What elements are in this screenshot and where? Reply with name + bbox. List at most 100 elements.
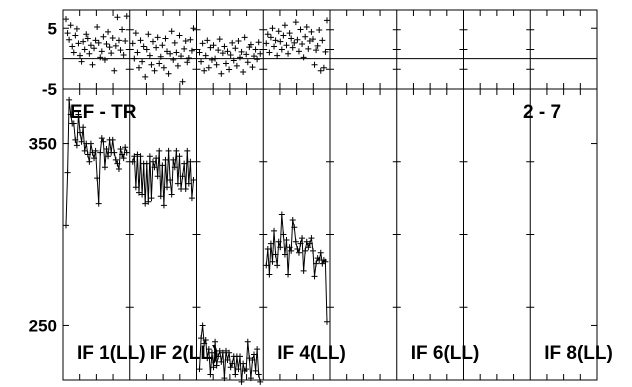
top-plot-point — [202, 52, 209, 59]
top-plot-point — [222, 60, 229, 67]
top-plot-point — [184, 59, 191, 66]
top-plot-point — [232, 45, 239, 52]
top-plot-point — [103, 41, 110, 48]
bottom-plot-point — [275, 238, 282, 245]
bottom-plot-point — [162, 156, 169, 163]
top-plot-point — [106, 44, 113, 51]
bottom-plot-point — [139, 191, 146, 198]
top-plot-point — [313, 47, 320, 54]
bottom-plot-point — [267, 240, 274, 247]
bottom-plot-point — [70, 120, 77, 127]
bottom-plot-point — [212, 338, 219, 345]
top-plot-point — [224, 48, 231, 55]
top-plot-point — [255, 39, 262, 46]
top-plot-point — [305, 45, 312, 52]
top-plot-point — [219, 50, 226, 57]
bottom-plot-point — [285, 271, 292, 278]
top-plot-point — [159, 42, 166, 49]
bottom-plot-point — [278, 211, 285, 218]
bottom-plot-point — [294, 246, 301, 253]
top-plot-point — [271, 43, 278, 50]
bottom-plot-point — [154, 173, 161, 180]
top-plot-point — [145, 31, 152, 38]
bottom-plot-point — [182, 186, 189, 193]
top-plot-point — [73, 25, 80, 32]
top-plot-point — [238, 48, 245, 55]
bottom-plot-point — [103, 146, 110, 153]
top-plot-point — [309, 36, 316, 43]
bottom-plot-point — [208, 349, 215, 356]
bottom-plot-point — [319, 260, 326, 267]
bottom-plot-point — [281, 251, 288, 258]
bottom-plot-point — [119, 151, 126, 158]
bottom-plot-point — [184, 147, 191, 154]
bottom-plot-point — [322, 258, 329, 265]
top-plot-point — [153, 44, 160, 51]
bottom-plot-series-line — [65, 99, 128, 226]
top-plot-point — [84, 35, 91, 42]
bottom-plot-point — [238, 378, 245, 385]
bottom-plot-point — [235, 366, 242, 373]
bottom-plot-point — [91, 155, 98, 162]
bottom-plot-point — [156, 147, 163, 154]
bottom-plot-point — [311, 273, 318, 280]
top-plot-point — [317, 67, 324, 74]
bottom-plot-point — [176, 153, 183, 160]
bottom-plot-point — [146, 153, 153, 160]
bottom-plot-point — [240, 360, 247, 367]
top-plot-point — [227, 51, 234, 58]
top-plot-point — [308, 28, 315, 35]
bottom-plot-point — [286, 244, 293, 251]
bottom-plot-point — [167, 176, 174, 183]
bottom-plot-point — [264, 246, 271, 253]
bottom-plot-point — [63, 222, 69, 229]
bottom-plot-y-tick-label: 250 — [29, 317, 57, 336]
top-plot-point — [140, 43, 147, 50]
top-plot-point — [80, 38, 87, 45]
top-plot-point — [283, 42, 290, 49]
top-plot-point — [286, 30, 293, 37]
bottom-plot-point — [303, 238, 310, 245]
bottom-plot-point — [266, 271, 273, 278]
top-plot-point — [170, 56, 177, 63]
chart-title-left: EF - TR — [70, 102, 137, 123]
top-plot-point — [117, 47, 124, 54]
bottom-plot-point — [252, 367, 259, 374]
top-plot-point — [87, 42, 94, 49]
top-plot-point — [181, 45, 188, 52]
bottom-plot-point — [213, 362, 220, 369]
bottom-plot-point — [117, 146, 124, 153]
top-plot-point — [64, 30, 71, 37]
bottom-plot-point — [196, 366, 203, 373]
top-plot-point — [266, 49, 273, 56]
top-plot-point — [251, 53, 258, 60]
top-plot-point — [278, 46, 285, 53]
top-plot-point — [182, 37, 189, 44]
bottom-plot-point — [80, 124, 87, 131]
top-plot-point — [218, 70, 225, 77]
bottom-plot-point — [300, 267, 307, 274]
top-plot-point — [233, 62, 240, 69]
top-plot-y-tick-label: 5 — [48, 19, 57, 38]
bottom-plot-point — [269, 258, 276, 265]
bottom-plot-point — [73, 142, 80, 149]
top-plot-point — [122, 37, 129, 44]
top-plot-point — [185, 55, 192, 62]
bottom-plot-point — [185, 180, 192, 187]
bottom-plot-point — [135, 189, 142, 196]
top-plot-point — [240, 68, 247, 75]
top-plot-point — [314, 42, 321, 49]
bottom-plot-point — [207, 371, 214, 378]
top-plot-point — [292, 19, 299, 26]
top-plot-point — [132, 30, 139, 37]
top-plot-point — [148, 61, 155, 68]
top-plot-point — [322, 48, 329, 55]
top-plot-point — [176, 32, 183, 39]
top-plot-point — [187, 36, 194, 43]
top-plot-point — [94, 24, 101, 31]
bottom-plot-point — [254, 346, 261, 353]
top-plot-point — [204, 37, 211, 44]
bottom-plot-point — [190, 176, 197, 183]
top-plot-point — [302, 33, 309, 40]
